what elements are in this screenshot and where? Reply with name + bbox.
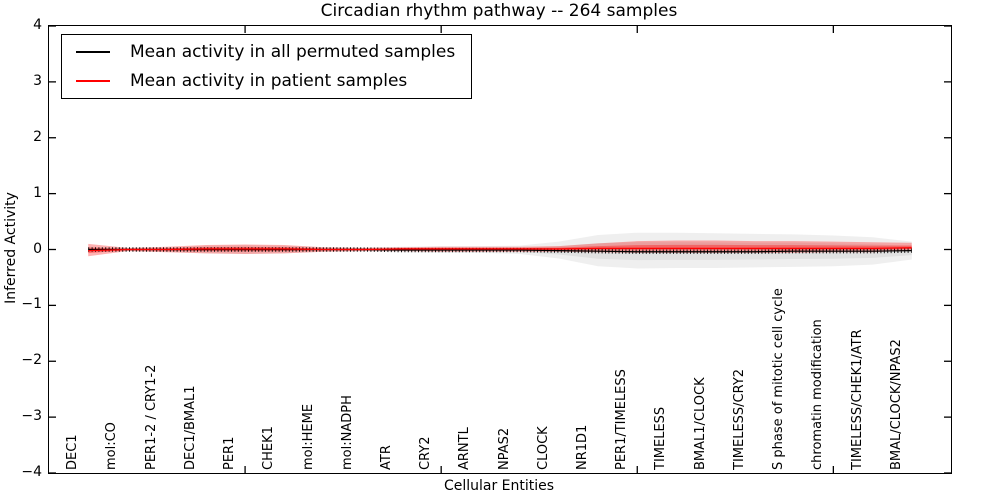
y-tick-label: −1	[21, 296, 42, 313]
x-entity-label: DEC1/BMAL1	[182, 385, 198, 471]
x-entity-label: BMAL1/CLOCK	[692, 377, 708, 470]
legend: Mean activity in all permuted samples Me…	[61, 34, 473, 99]
legend-label-permuted: Mean activity in all permuted samples	[130, 42, 456, 62]
legend-line-sample-patient	[76, 80, 110, 82]
x-entity-label: PER1/TIMELESS	[614, 369, 630, 470]
y-tick-label: −2	[21, 352, 42, 369]
x-axis-label: Cellular Entities	[443, 478, 555, 494]
chart-svg	[49, 26, 951, 473]
legend-label-patient: Mean activity in patient samples	[130, 71, 408, 91]
figure-title: Circadian rhythm pathway -- 264 samples	[320, 1, 678, 21]
x-entity-label: mol:CO	[104, 422, 120, 470]
x-entity-label: TIMELESS/CHEK1/ATR	[849, 329, 865, 470]
y-tick-label: −4	[21, 464, 42, 480]
x-entity-label: NR1D1	[575, 424, 591, 470]
x-entity-label: PER1	[222, 436, 238, 470]
x-entity-label: CLOCK	[535, 426, 551, 470]
x-entity-label: ATR	[378, 445, 394, 470]
x-entity-label: BMAL/CLOCK/NPAS2	[888, 339, 904, 470]
x-entity-label: TIMELESS/CRY2	[731, 368, 747, 470]
legend-line-sample-permuted	[76, 51, 110, 53]
plot-area: DEC1 mol:CO PER1-2 / CRY1-2 DEC1/BMAL1 PER1 C…	[48, 25, 952, 474]
x-entity-label: mol:HEME	[300, 403, 316, 470]
x-entity-label: S phase of mitotic cell cycle	[771, 288, 787, 470]
y-tick-label: 1	[33, 184, 42, 201]
y-tick-label: 0	[33, 240, 42, 257]
x-entity-label: ARNTL	[457, 427, 473, 470]
x-entity-label: CHEK1	[261, 426, 277, 470]
y-tick-label: 2	[33, 128, 42, 145]
y-tick-label: 4	[33, 17, 42, 33]
x-entity-label: chromatin modification	[810, 319, 826, 470]
x-entity-label: CRY2	[418, 436, 434, 471]
x-entity-label: mol:NADPH	[339, 395, 355, 470]
x-entity-label: PER1-2 / CRY1-2	[143, 364, 159, 470]
x-entity-label: NPAS2	[496, 427, 512, 470]
y-tick-label: 3	[33, 72, 42, 89]
x-entity-label: TIMELESS	[653, 406, 669, 470]
legend-item-patient: Mean activity in patient samples	[76, 71, 455, 91]
legend-item-permuted: Mean activity in all permuted samples	[76, 42, 455, 62]
x-entity-label: DEC1	[65, 434, 81, 470]
y-tick-label: −3	[21, 408, 42, 425]
